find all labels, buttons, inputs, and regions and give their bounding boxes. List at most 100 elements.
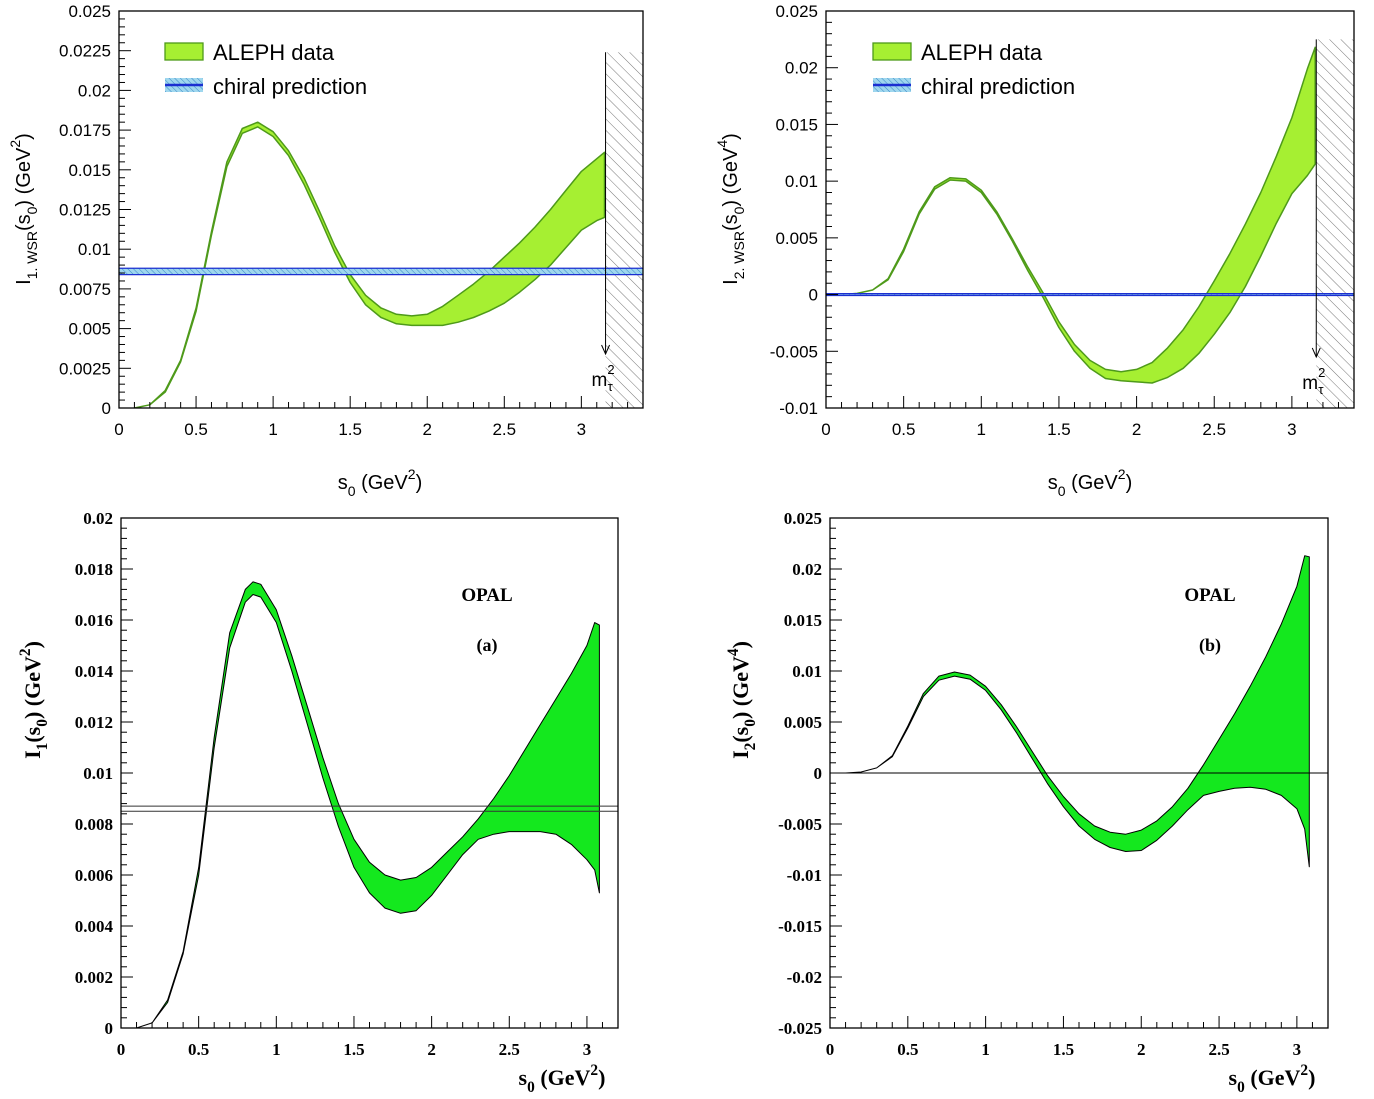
legend: ALEPH data chiral prediction (164, 40, 367, 99)
data-band (826, 46, 1316, 384)
legend-label: chiral prediction (213, 74, 367, 99)
data-band (830, 555, 1310, 868)
y-tick-label: 0.01 (78, 240, 111, 259)
x-tick-label: 2.5 (492, 420, 516, 439)
y-tick-label: 0.002 (75, 968, 113, 987)
plot-area (826, 39, 1354, 408)
x-tick-label: 1.5 (1047, 420, 1071, 439)
x-tick-label: 1 (981, 1040, 990, 1059)
y-tick-label: 0.005 (68, 320, 111, 339)
x-tick-label: 2 (1137, 1040, 1146, 1059)
y-tick-label: 0.018 (75, 560, 113, 579)
excluded-region (1316, 39, 1354, 408)
y-tick-label: 0.005 (775, 229, 818, 248)
x-tick-label: 3 (1293, 1040, 1302, 1059)
x-tick-label: 0.5 (188, 1040, 209, 1059)
y-tick-label: 0.015 (775, 115, 818, 134)
plot-area (121, 581, 618, 1028)
x-tick-label: 0 (821, 420, 830, 439)
mtau-label: m2 τ (592, 362, 615, 394)
legend-swatch-aleph (164, 42, 204, 61)
y-tick-label: 0.015 (784, 611, 822, 630)
y-tick-label: -0.005 (770, 342, 818, 361)
x-tick-label: 2.5 (499, 1040, 520, 1059)
x-tick-label: 1 (977, 420, 986, 439)
y-tick-label: 0.005 (784, 713, 822, 732)
y-axis-label: I1. WSR(s0) (GeV2) (7, 133, 40, 285)
x-axis-label: s0 (GeV2) (519, 1062, 606, 1096)
y-axis-label: I1(s0) (GeV2) (17, 641, 51, 759)
x-tick-label: 0.5 (892, 420, 916, 439)
y-tick-label: 0 (814, 764, 823, 783)
y-tick-label: 0.016 (75, 611, 113, 630)
y-axis-label: I2. WSR(s0) (GeV4) (714, 133, 747, 285)
x-tick-label: 0 (826, 1040, 835, 1059)
x-tick-label: 1 (272, 1040, 281, 1059)
x-tick-label: 2.5 (1202, 420, 1226, 439)
y-tick-label: -0.005 (778, 815, 822, 834)
y-tick-label: 0.025 (784, 509, 822, 528)
x-tick-label: 0 (114, 420, 123, 439)
experiment-label: OPAL (461, 585, 512, 606)
y-tick-label: 0.0075 (59, 280, 111, 299)
y-tick-label: 0.004 (75, 917, 114, 936)
x-axis-label: s0 (GeV2) (1048, 466, 1133, 499)
experiment-label: OPAL (1184, 585, 1235, 606)
x-tick-label: 1.5 (338, 420, 362, 439)
data-band (136, 581, 600, 1028)
x-tick-label: 0 (117, 1040, 126, 1059)
legend-label: ALEPH data (213, 40, 335, 65)
y-tick-label: 0.0125 (59, 201, 111, 220)
x-tick-label: 0.5 (897, 1040, 918, 1059)
y-tick-label: 0.02 (792, 560, 822, 579)
chart-panel-opal-i2: 0 0.5 1 1.5 2 2.5 3 -0.025 -0.02 -0.015 -0.01 -0.00… (725, 509, 1329, 1096)
y-tick-label: 0 (102, 399, 111, 418)
x-axis-label: s0 (GeV2) (338, 466, 423, 499)
x-tick-label: 3 (577, 420, 586, 439)
x-tick-label: 1.5 (1053, 1040, 1074, 1059)
y-tick-label: 0.012 (75, 713, 113, 732)
y-tick-label: 0.0175 (59, 121, 111, 140)
y-tick-label: 0.025 (775, 2, 818, 21)
x-tick-label: 2 (1132, 420, 1141, 439)
y-axis-label: I2(s0) (GeV4) (725, 641, 759, 759)
y-tick-label: 0.006 (75, 866, 113, 885)
panel-label: (a) (477, 635, 498, 656)
y-tick-label: 0.014 (75, 662, 114, 681)
legend-swatch-aleph (872, 42, 912, 61)
chart-panel-aleph-i1: m2 τ 0 0.5 1 1.5 2 2.5 3 0 0.0025 0.005 0.0075 0.01 0.… (7, 2, 644, 499)
y-tick-label: 0 (105, 1019, 114, 1038)
y-tick-label: 0.0225 (59, 42, 111, 61)
y-tick-label: 0.025 (68, 2, 111, 21)
plot-area (830, 555, 1328, 868)
x-tick-label: 0.5 (184, 420, 208, 439)
chiral-band (826, 293, 1354, 296)
x-tick-label: 3 (583, 1040, 592, 1059)
y-tick-label: 0.008 (75, 815, 113, 834)
y-tick-label: -0.01 (787, 866, 822, 885)
excluded-region (605, 52, 643, 408)
y-tick-label: 0.01 (792, 662, 822, 681)
y-tick-label: 0.02 (785, 59, 818, 78)
y-tick-label: 0.02 (78, 81, 111, 100)
y-tick-label: -0.01 (779, 399, 818, 418)
x-tick-label: 1 (268, 420, 277, 439)
legend: ALEPH data chiral prediction (872, 40, 1075, 99)
y-tick-label: 0.015 (68, 161, 111, 180)
mtau-arrowhead (1311, 347, 1321, 359)
chiral-band (119, 268, 643, 275)
mtau-arrowhead (601, 344, 611, 356)
y-tick-label: -0.025 (778, 1019, 822, 1038)
y-tick-label: 0.01 (83, 764, 113, 783)
y-tick-label: 0 (809, 286, 818, 305)
y-tick-label: 0.02 (83, 509, 113, 528)
legend-label: chiral prediction (921, 74, 1075, 99)
y-tick-label: 0.01 (785, 172, 818, 191)
legend-label: ALEPH data (921, 40, 1043, 65)
x-tick-label: 3 (1287, 420, 1296, 439)
y-tick-label: 0.0025 (59, 359, 111, 378)
x-tick-label: 2 (427, 1040, 436, 1059)
y-tick-label: -0.015 (778, 917, 822, 936)
x-tick-label: 2.5 (1208, 1040, 1229, 1059)
